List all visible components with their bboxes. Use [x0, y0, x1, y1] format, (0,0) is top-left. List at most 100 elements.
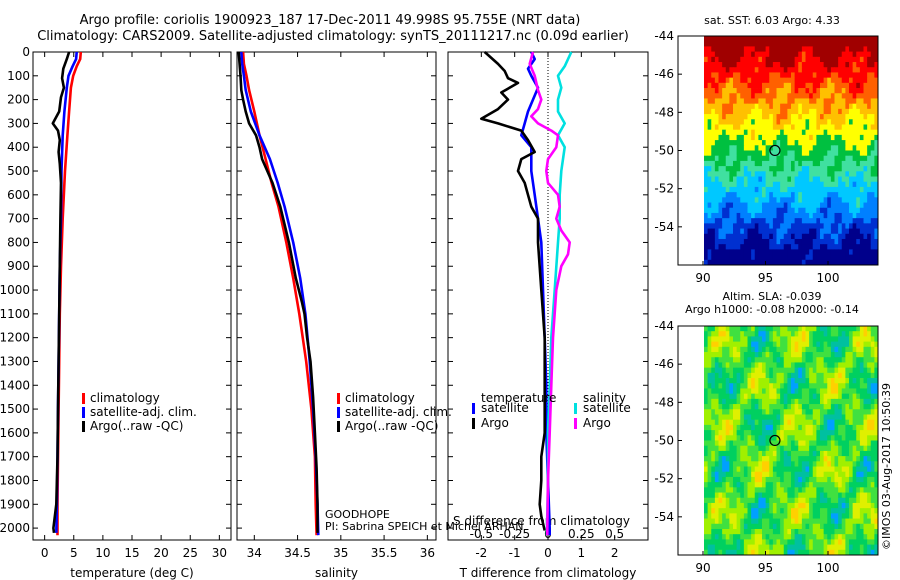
- map-cell: [787, 67, 792, 73]
- map-cell: [834, 72, 839, 79]
- map-cell: [798, 114, 803, 120]
- map-cell: [751, 129, 756, 136]
- map-cell: [776, 67, 781, 73]
- map-cell: [816, 456, 821, 462]
- map-cell: [830, 82, 835, 89]
- map-cell: [769, 176, 774, 183]
- map-cell: [874, 362, 879, 369]
- map-cell: [794, 528, 799, 535]
- map-cell: [754, 461, 759, 467]
- map-cell: [845, 523, 850, 530]
- map-cell: [801, 508, 806, 514]
- map-cell: [823, 440, 828, 447]
- map-cell: [827, 456, 832, 462]
- map-cell: [827, 466, 832, 473]
- map-cell: [798, 372, 803, 379]
- map-cell: [859, 544, 864, 551]
- map-cell: [765, 233, 770, 240]
- map-cell: [740, 67, 745, 73]
- map-cell: [859, 341, 864, 348]
- map-cell: [791, 502, 796, 509]
- map-cell: [783, 134, 788, 141]
- map-cell: [794, 404, 799, 410]
- map-cell: [801, 461, 806, 467]
- map-cell: [812, 145, 817, 151]
- map-cell: [754, 445, 759, 452]
- map-cell: [867, 98, 872, 105]
- map-cell: [834, 482, 839, 488]
- map-cell: [823, 539, 828, 545]
- map-cell: [827, 67, 832, 73]
- map-cell: [758, 129, 763, 136]
- map-cell: [830, 544, 835, 551]
- map-cell: [798, 445, 803, 452]
- map-cell: [729, 41, 734, 47]
- map-cell: [809, 93, 814, 99]
- map-cell: [791, 456, 796, 462]
- map-cell: [801, 445, 806, 452]
- map-cell: [722, 233, 727, 240]
- map-cell: [874, 549, 879, 556]
- map-cell: [714, 108, 719, 115]
- map-cell: [740, 56, 745, 63]
- map-cell: [729, 171, 734, 177]
- map-cell: [812, 544, 817, 551]
- map-cell: [787, 497, 792, 504]
- map-cell: [787, 129, 792, 136]
- map-cell: [834, 36, 839, 42]
- map-cell: [874, 98, 879, 105]
- map-cell: [856, 103, 861, 110]
- map-cell: [820, 508, 825, 514]
- map-cell: [801, 155, 806, 162]
- map-cell: [718, 367, 723, 374]
- map-cell: [812, 393, 817, 400]
- map-cell: [765, 212, 770, 219]
- map-cell: [867, 160, 872, 167]
- map-cell: [870, 346, 875, 353]
- map-cell: [707, 528, 712, 535]
- map-cell: [751, 186, 756, 193]
- map-cell: [718, 424, 723, 431]
- map-cell: [758, 171, 763, 177]
- map-cell: [736, 218, 741, 224]
- map-cell: [798, 518, 803, 525]
- map-cell: [725, 414, 730, 421]
- map-cell: [820, 207, 825, 214]
- map-cell: [758, 367, 763, 374]
- map-cell: [852, 482, 857, 488]
- map-cell: [758, 82, 763, 89]
- salinity-diff-tick-label: -0.5: [470, 527, 493, 541]
- map-cell: [740, 249, 745, 255]
- map-cell: [758, 383, 763, 389]
- map-cell: [725, 398, 730, 405]
- map-cell: [729, 456, 734, 462]
- map-cell: [874, 150, 879, 157]
- map-cell: [849, 202, 854, 209]
- map-cell: [874, 388, 879, 395]
- map-cell: [867, 202, 872, 209]
- map-cell: [856, 259, 861, 266]
- map-cell: [841, 82, 846, 89]
- map-cell: [762, 471, 767, 478]
- map-cell: [867, 228, 872, 235]
- map-cell: [751, 166, 756, 172]
- map-cell: [791, 357, 796, 363]
- map-cell: [743, 202, 748, 209]
- map-cell: [733, 409, 738, 415]
- map-cell: [867, 186, 872, 193]
- map-cell: [841, 372, 846, 379]
- map-cell: [704, 103, 709, 110]
- map-cell: [845, 145, 850, 151]
- map-cell: [783, 471, 788, 478]
- map-cell: [762, 346, 767, 353]
- map-cell: [769, 482, 774, 488]
- map-cell: [758, 56, 763, 63]
- map-cell: [783, 549, 788, 556]
- map-cell: [827, 249, 832, 255]
- map-cell: [874, 62, 879, 68]
- map-cell: [772, 249, 777, 255]
- map-cell: [870, 41, 875, 47]
- map-cell: [747, 244, 752, 250]
- map-cell: [722, 435, 727, 441]
- depth-tick-label: 400: [7, 140, 30, 154]
